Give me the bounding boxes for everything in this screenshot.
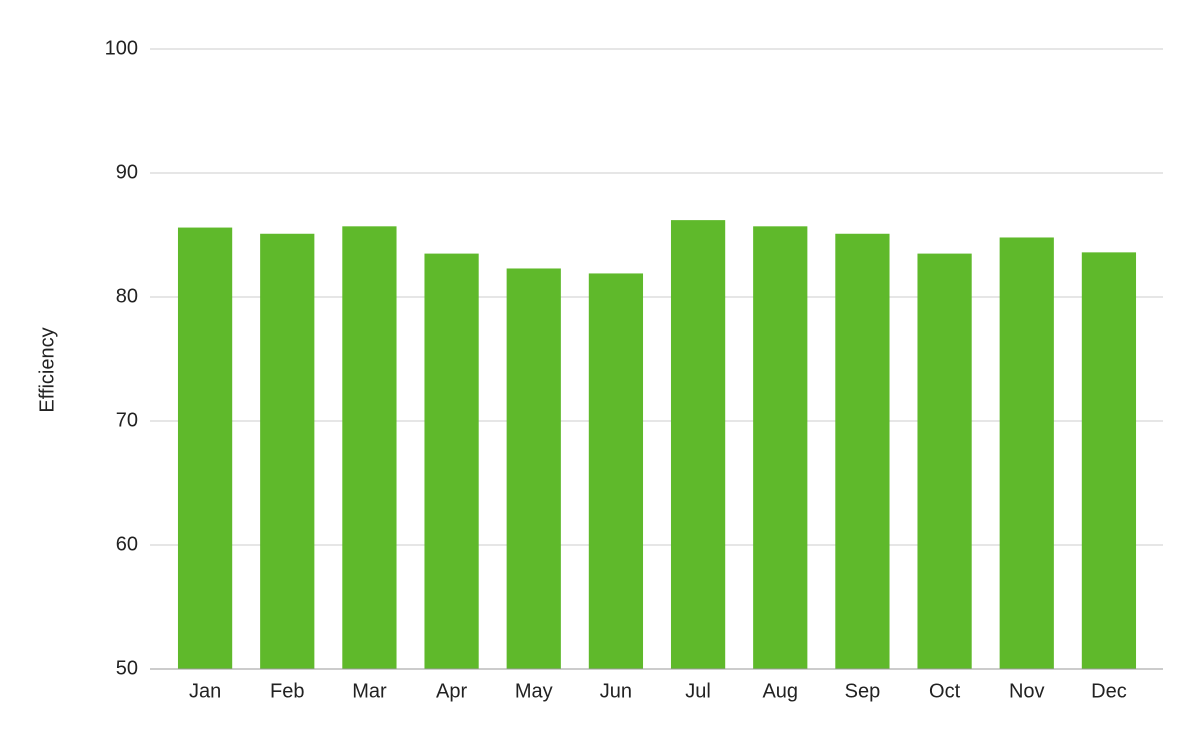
x-tick-label: Nov [1009,680,1045,702]
x-tick-label: Mar [352,680,387,702]
x-tick-label: Dec [1091,680,1127,702]
x-tick-label: Aug [762,680,798,702]
x-tick-label: May [515,680,553,702]
bar [835,233,890,669]
x-tick-label: Jan [189,680,221,702]
bar [917,253,972,669]
y-tick-label: 100 [105,37,138,59]
y-tick-label: 90 [116,161,138,183]
bar [588,273,644,669]
y-tick-label: 80 [116,285,138,307]
x-tick-label: Apr [436,680,467,702]
y-tick-label: 70 [116,409,138,431]
x-tick-label: Sep [845,680,881,702]
x-tick-label: Feb [270,680,304,702]
bar [424,253,479,669]
y-axis-title: Efficiency [36,327,58,412]
x-tick-label: Jun [600,680,632,702]
bar [753,226,808,669]
y-tick-label: 50 [116,657,138,679]
bar [999,237,1054,670]
bar [342,226,397,669]
x-tick-label: Jul [685,680,711,702]
bar [1081,252,1137,670]
bar [670,220,726,669]
bar [260,233,315,669]
bar [177,227,233,669]
y-tick-label: 60 [116,533,138,555]
x-tick-label: Oct [929,680,961,702]
bar [506,268,561,669]
